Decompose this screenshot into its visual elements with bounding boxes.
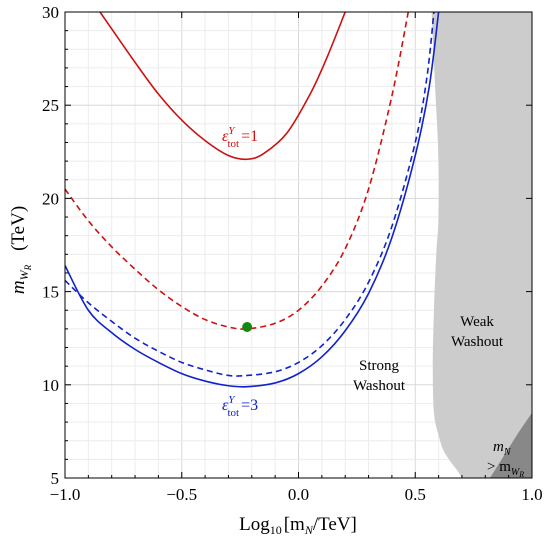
y-tick-label: 30 xyxy=(42,3,59,22)
red-curve-label: εY tot =1 xyxy=(222,125,258,150)
x-tick-label: 0.0 xyxy=(288,485,309,504)
strong-washout-label-line1: Strong xyxy=(359,358,400,374)
weak-washout-region xyxy=(431,12,532,478)
y-tick-label: 25 xyxy=(42,96,59,115)
series-line-3 xyxy=(65,12,440,388)
blue-curve-label: εY tot =3 xyxy=(222,394,258,419)
series-line-2 xyxy=(65,12,435,377)
benchmark-point xyxy=(242,322,253,333)
weak-washout-label-line2: Washout xyxy=(451,334,504,350)
x-tick-label: −1.0 xyxy=(50,485,81,504)
series-line-0 xyxy=(99,12,346,161)
series-line-1 xyxy=(65,12,410,330)
x-tick-label: 0.5 xyxy=(405,485,426,504)
mn-exceeds-mwr-region xyxy=(489,412,532,478)
axis-ticks: −1.0 −0.5 0.0 0.5 1.0 5 10 15 20 25 30 xyxy=(42,3,543,504)
weak-washout-label-line1: Weak xyxy=(460,314,494,330)
strong-washout-label-line2: Washout xyxy=(353,378,406,394)
mn-label-line1: mN xyxy=(493,439,512,458)
y-tick-label: 20 xyxy=(42,189,59,208)
y-tick-label: 5 xyxy=(51,469,60,488)
x-tick-label: −0.5 xyxy=(166,485,197,504)
x-tick-label: 1.0 xyxy=(521,485,542,504)
y-tick-label: 10 xyxy=(42,376,59,395)
y-axis-title: mWR(TeV) xyxy=(8,206,33,294)
y-tick-label: 15 xyxy=(42,283,59,302)
x-axis-title: Log10 [mN/TeV] xyxy=(239,514,357,537)
mn-label-line2: > mWR xyxy=(487,459,524,479)
